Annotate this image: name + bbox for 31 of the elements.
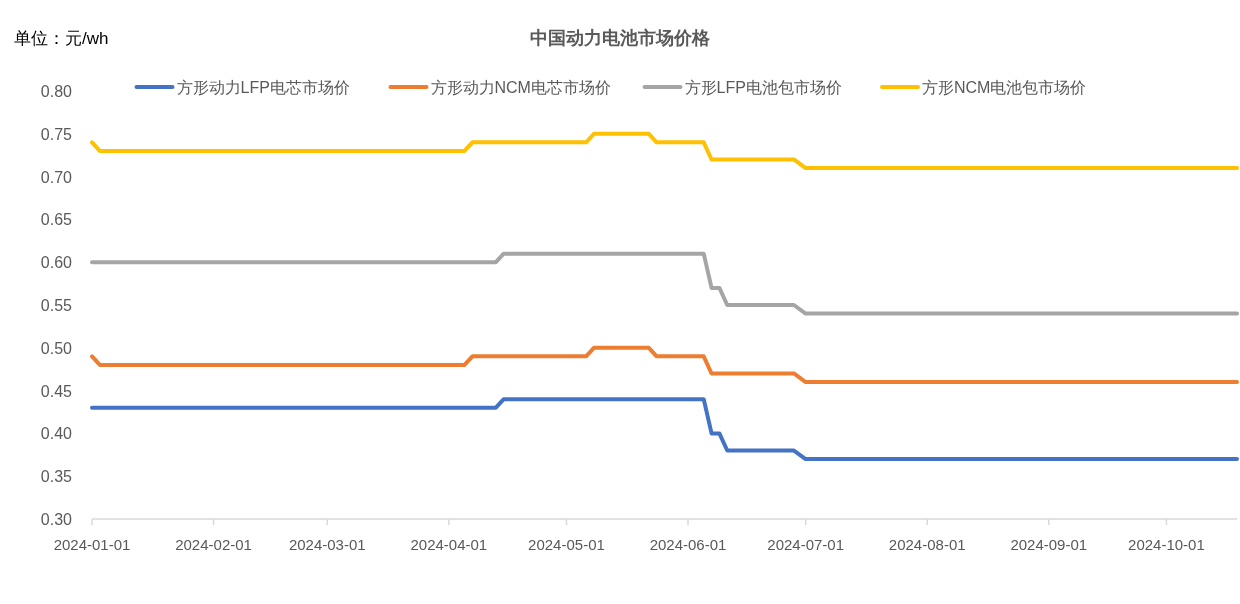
x-tick-label: 2024-09-01 (1010, 536, 1088, 553)
y-tick-label: 0.75 (40, 125, 73, 143)
x-tick-label: 2024-08-01 (888, 536, 966, 553)
legend-label: 方形LFP电池包市场价 (684, 79, 842, 96)
y-tick-label: 0.65 (40, 211, 73, 229)
x-tick-label: 2024-02-01 (175, 536, 252, 553)
x-tick-label: 2024-04-01 (410, 536, 488, 553)
chart-title: 中国动力电池市场价格 (530, 28, 711, 48)
x-tick-label: 2024-01-01 (53, 536, 131, 553)
legend-label: 方形动力NCM电芯市场价 (430, 79, 611, 96)
legend-label: 方形动力LFP电芯市场价 (176, 79, 350, 96)
y-tick-label: 0.45 (40, 382, 73, 400)
x-tick-label: 2024-07-01 (767, 536, 845, 553)
y-tick-label: 0.55 (40, 297, 73, 314)
y-tick-label: 0.50 (40, 339, 73, 357)
line-series (90, 345, 1239, 385)
legend-label: 方形NCM电池包市场价 (922, 79, 1087, 96)
y-axis-title: 单位：元/wh (14, 29, 109, 48)
line-series (90, 397, 1239, 462)
y-tick-label: 0.80 (40, 83, 73, 100)
x-tick-label: 2024-06-01 (649, 536, 727, 553)
line-series (90, 131, 1239, 171)
y-tick-label: 0.60 (40, 254, 73, 272)
x-tick-label: 2024-05-01 (528, 536, 605, 553)
y-tick-label: 0.35 (40, 468, 73, 486)
x-tick-label: 2024-03-01 (288, 536, 366, 553)
y-tick-label: 0.40 (40, 425, 73, 443)
line-series (90, 251, 1239, 316)
y-tick-label: 0.70 (40, 168, 73, 186)
y-tick-label: 0.30 (40, 511, 73, 528)
x-tick-label: 2024-10-01 (1128, 536, 1205, 553)
